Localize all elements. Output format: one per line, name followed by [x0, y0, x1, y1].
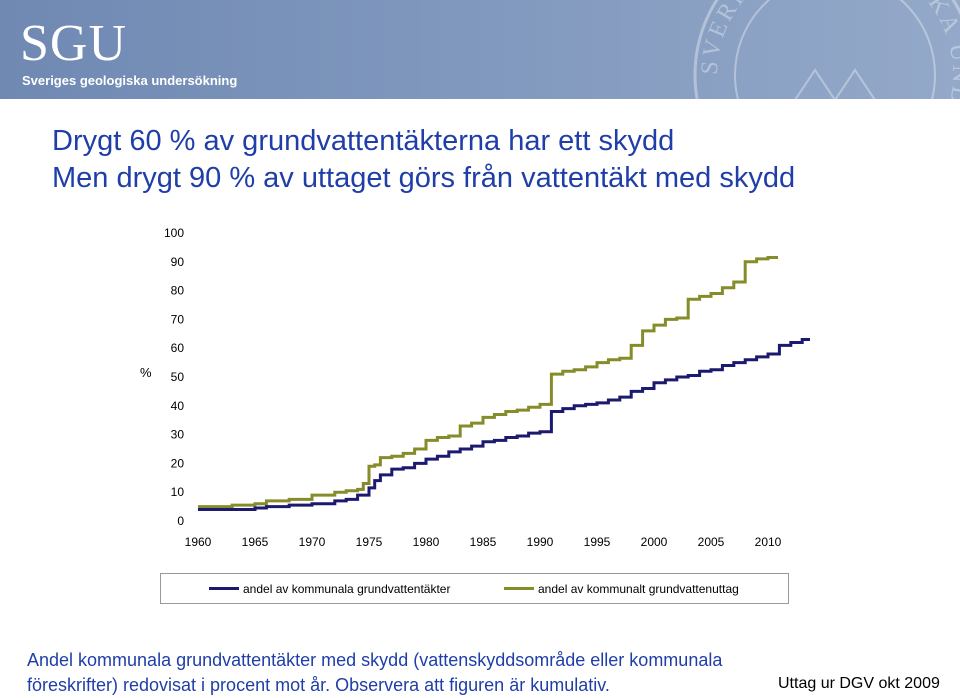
x-tick-label: 1985 — [470, 535, 497, 549]
x-tick-label: 1965 — [242, 535, 269, 549]
y-tick-label: 40 — [171, 399, 185, 413]
x-tick-label: 1960 — [185, 535, 212, 549]
series-line-1 — [198, 255, 778, 509]
logo-subtitle: Sveriges geologiska undersökning — [22, 73, 238, 88]
legend-item-tacker: andel av kommunala grundvattentäkter — [209, 574, 450, 603]
x-tick-label: 2010 — [755, 535, 782, 549]
x-tick-label: 1995 — [584, 535, 611, 549]
series-layer — [198, 255, 810, 511]
y-tick-label: 60 — [171, 341, 185, 355]
x-tick-label: 1975 — [356, 535, 383, 549]
series-line-0 — [198, 338, 810, 511]
y-tick-label: 0 — [177, 514, 184, 528]
sgu-seal-watermark: SVERIGES GEOLOGISKA UNDERSÖKNING — [693, 0, 960, 99]
title-line-2: Men drygt 90 % av uttaget görs från vatt… — [52, 162, 796, 194]
y-tick-label: 20 — [171, 456, 185, 470]
figure-caption: Andel kommunala grundvattentäkter med sk… — [27, 648, 787, 698]
y-axis-label: % — [140, 365, 152, 380]
source-note: Uttag ur DGV okt 2009 — [778, 675, 940, 692]
slide-title: Drygt 60 % av grundvattentäkterna har et… — [52, 123, 795, 197]
legend-label-tacker: andel av kommunala grundvattentäkter — [243, 581, 451, 596]
legend-item-uttag: andel av kommunalt grundvattenuttag — [504, 574, 739, 603]
x-tick-label: 1970 — [299, 535, 326, 549]
y-tick-label: 90 — [171, 255, 185, 269]
y-tick-label: 10 — [171, 485, 185, 499]
header-banner: SGU Sveriges geologiska undersökning SVE… — [0, 0, 960, 99]
y-tick-label: 80 — [171, 284, 185, 298]
x-tick-label: 2000 — [641, 535, 668, 549]
header-rule — [0, 99, 960, 102]
y-tick-label: 70 — [171, 312, 185, 326]
chart-legend: andel av kommunala grundvattentäkter and… — [160, 573, 789, 604]
caption-line-1: Andel kommunala grundvattentäkter med sk… — [27, 650, 723, 670]
y-tick-label: 50 — [171, 370, 185, 384]
legend-label-uttag: andel av kommunalt grundvattenuttag — [538, 581, 739, 596]
y-tick-label: 100 — [164, 226, 184, 240]
x-tick-label: 1980 — [413, 535, 440, 549]
title-line-1: Drygt 60 % av grundvattentäkterna har et… — [52, 125, 675, 157]
legend-swatch-tacker — [209, 587, 239, 590]
x-axis: 1960 1965 1970 1975 1980 1985 1990 1995 2000 2005… — [185, 535, 782, 549]
y-tick-label: 30 — [171, 428, 185, 442]
legend-swatch-uttag — [504, 587, 534, 590]
x-tick-label: 2005 — [698, 535, 725, 549]
x-tick-label: 1990 — [527, 535, 554, 549]
caption-line-2: föreskrifter) redovisat i procent mot år… — [27, 675, 610, 695]
y-axis: 0 10 20 30 40 50 60 70 80 90 100 — [164, 226, 184, 528]
sgu-logo: SGU — [20, 15, 128, 72]
